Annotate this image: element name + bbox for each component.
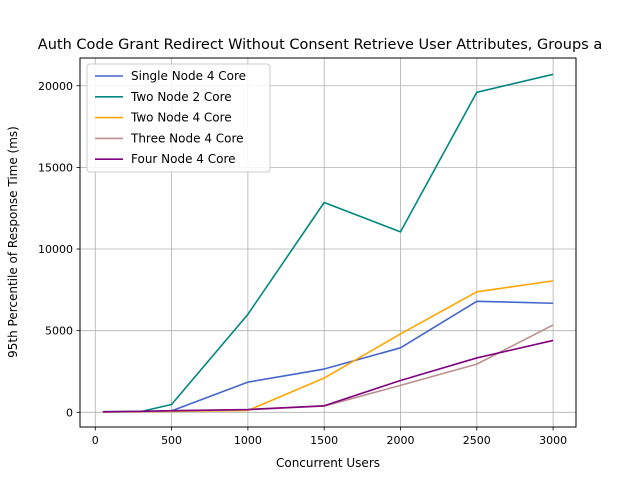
series-lines <box>102 73 554 413</box>
y-axis-label: 95th Percentile of Response Time (ms) <box>6 126 20 358</box>
x-tick-label: 0 <box>92 434 99 447</box>
legend-label: Three Node 4 Core <box>130 131 244 145</box>
legend: Single Node 4 Core Two Node 2 Core Two Nod… <box>86 63 271 173</box>
y-tick-label: 20000 <box>38 80 73 93</box>
series-line <box>102 280 554 413</box>
chart-title: Auth Code Grant Redirect Without Consent… <box>38 37 602 53</box>
legend-box <box>86 63 271 173</box>
legend-label: Single Node 4 Core <box>131 69 246 83</box>
x-tick-label: 500 <box>161 434 182 447</box>
y-tick-label: 15000 <box>38 161 73 174</box>
x-tick-label: 1000 <box>234 434 262 447</box>
y-tick-label: 0 <box>66 406 73 419</box>
series-line <box>102 73 554 413</box>
x-axis-label: Concurrent Users <box>276 456 380 470</box>
y-tick-label: 10000 <box>38 243 73 256</box>
legend-label: Two Node 2 Core <box>130 90 232 104</box>
legend-label: Four Node 4 Core <box>131 152 236 166</box>
legend-label: Two Node 4 Core <box>130 111 232 125</box>
x-tick-label: 2500 <box>463 434 491 447</box>
series-line <box>102 339 554 413</box>
x-tick-label: 3000 <box>539 434 567 447</box>
x-tick-label: 1500 <box>310 434 338 447</box>
y-tick-label: 5000 <box>45 325 73 338</box>
axis-ticks: 0 500 1000 1500 2000 2500 3000 0 5000 10000 15000 2… <box>38 80 567 447</box>
plot-frame <box>79 57 577 428</box>
x-tick-label: 2000 <box>386 434 414 447</box>
